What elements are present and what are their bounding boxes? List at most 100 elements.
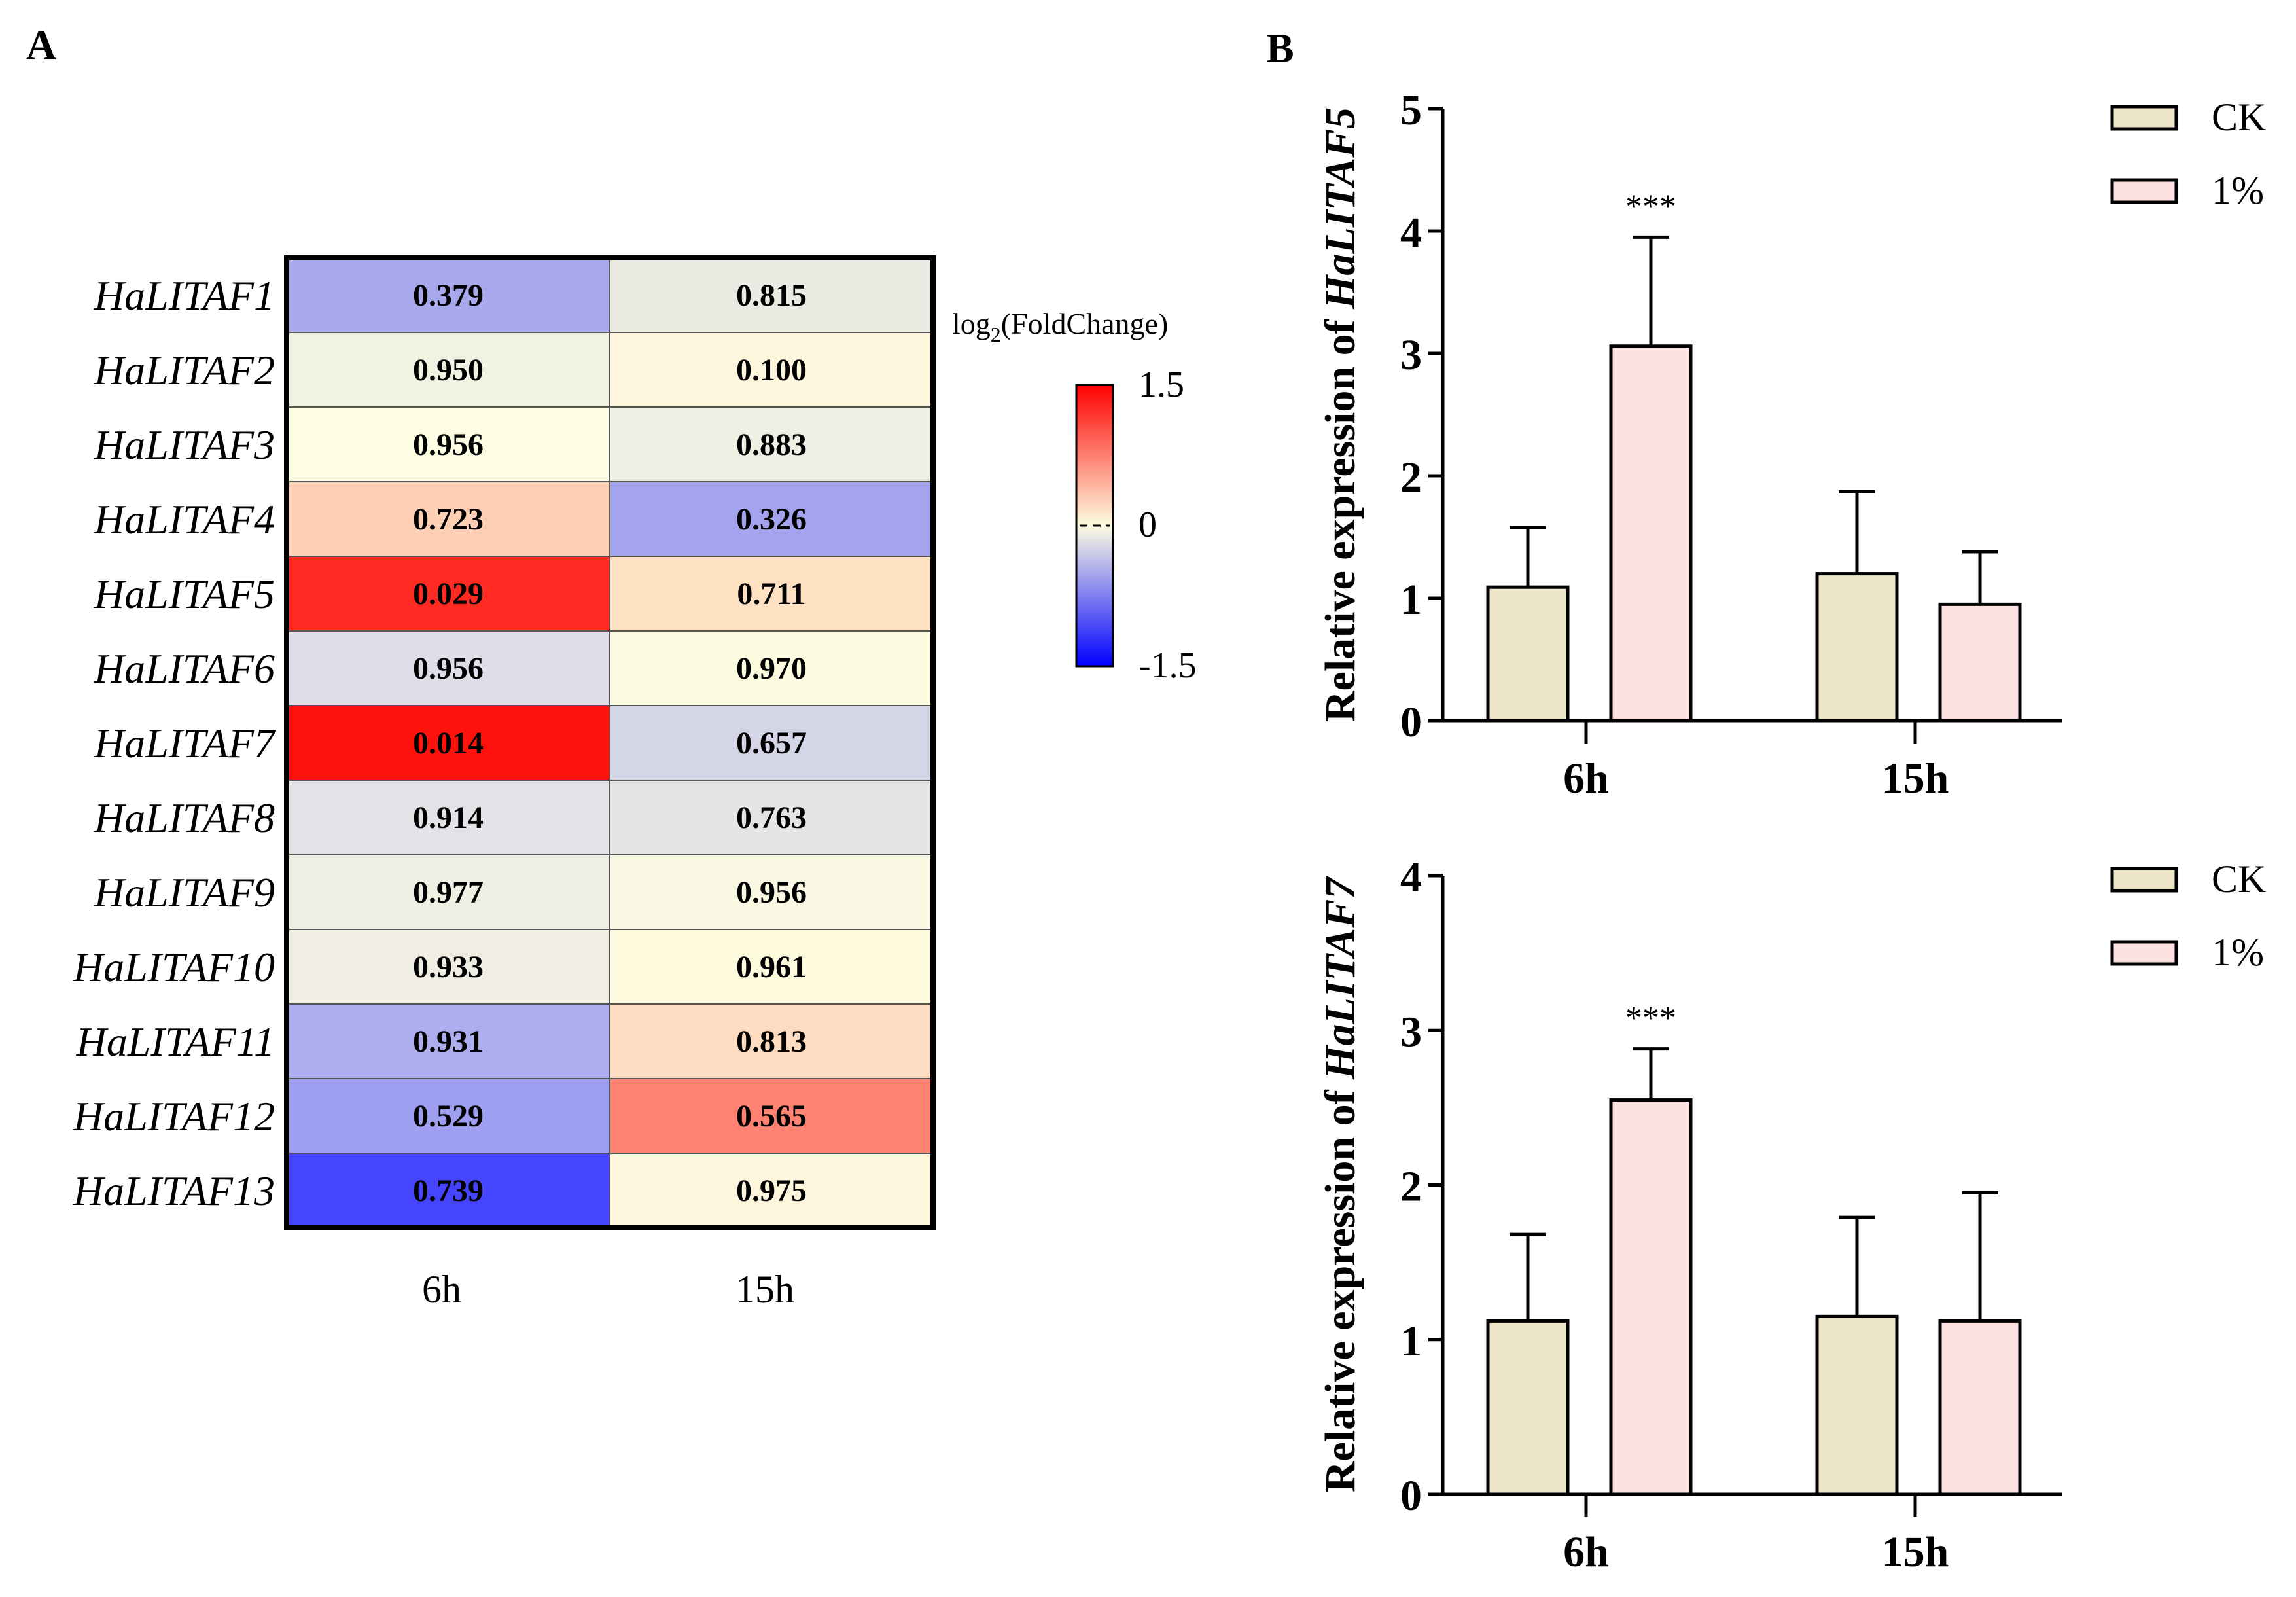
heatmap-border — [284, 255, 936, 1230]
colorbar-title-suffix: (FoldChange) — [1001, 307, 1169, 340]
colorbar-title: log2(FoldChange) — [952, 307, 1168, 346]
x-tick-label: 15h — [1882, 1528, 1949, 1576]
heatmap-cell — [286, 1003, 610, 1079]
cell-value: 0.529 — [413, 1099, 484, 1134]
heatmap-cell — [609, 257, 934, 333]
cell-value: 0.933 — [413, 950, 484, 984]
bar-ck — [1815, 572, 1899, 723]
cell-value: 0.711 — [737, 577, 805, 611]
cell-value: 0.723 — [413, 502, 484, 537]
y-tick-label: 2 — [1400, 454, 1422, 501]
heatmap-cell — [609, 556, 934, 632]
row-label: HaLITAF6 — [94, 645, 275, 692]
cell-value: 0.914 — [413, 800, 484, 835]
cell-value: 0.970 — [736, 651, 807, 686]
cell-value: 0.100 — [736, 353, 807, 387]
cell-value: 0.326 — [736, 502, 807, 537]
y-tick-label: 3 — [1400, 331, 1422, 379]
colorbar-tick-label: 0 — [1139, 505, 1157, 545]
bar-1pct — [1609, 1098, 1693, 1496]
cell-value: 0.961 — [736, 950, 807, 984]
y-axis-label: Relative expression of HaLITAF7 — [1316, 876, 1364, 1492]
cell-value: 0.956 — [413, 651, 484, 686]
colorbar-tick-label: -1.5 — [1139, 645, 1197, 686]
bar-chart-halitaf5: 0 1 2 3 4 5 6h *** 15h Relative expression of HaL… — [1316, 86, 2266, 802]
legend-label: 1% — [2212, 931, 2264, 974]
legend-swatch — [2110, 178, 2178, 204]
legend-swatch — [2110, 940, 2178, 966]
legend-label: 1% — [2212, 169, 2264, 212]
legend-swatch — [2110, 105, 2178, 131]
heatmap-cell — [609, 630, 934, 706]
heatmap-cell — [286, 929, 610, 1005]
heatmap-cell — [609, 854, 934, 930]
cell-value: 0.977 — [413, 875, 484, 910]
bar-ck — [1815, 1314, 1899, 1496]
cell-value: 0.975 — [736, 1174, 807, 1208]
heatmap-cell — [286, 1153, 610, 1229]
heatmap-cell — [286, 257, 610, 333]
heatmap-cell — [609, 481, 934, 557]
heatmap-cell — [286, 705, 610, 781]
heatmap-cell — [609, 1003, 934, 1079]
significance-label: *** — [1625, 188, 1676, 225]
bar-ck — [1486, 585, 1570, 723]
row-label: HaLITAF5 — [94, 571, 275, 617]
bar-chart-halitaf7: 0 1 2 3 4 6h *** 15h Relative expression of HaLI… — [1316, 853, 2266, 1576]
panel-label-a: A — [26, 22, 56, 68]
colorbar-title-prefix: log — [952, 307, 991, 340]
y-tick-label: 0 — [1400, 698, 1422, 746]
x-tick-label: 6h — [1563, 755, 1609, 802]
cell-value: 0.657 — [736, 726, 807, 761]
row-label: HaLITAF9 — [94, 869, 275, 916]
cell-value: 0.931 — [413, 1024, 484, 1059]
row-label: HaLITAF8 — [94, 795, 275, 841]
row-label: HaLITAF12 — [73, 1093, 275, 1139]
heatmap-cell — [286, 780, 610, 855]
y-axis-label-prefix: Relative expression of — [1316, 309, 1364, 722]
heatmap-cell — [609, 705, 934, 781]
cell-value: 0.739 — [413, 1174, 484, 1208]
y-tick-label: 0 — [1400, 1472, 1422, 1520]
heatmap: HaLITAF1 0.379 0.815 HaLITAF2 0.950 0.100 HaLI… — [73, 255, 1197, 1311]
x-tick-label: 6h — [1563, 1528, 1609, 1576]
row-label: HaLITAF2 — [94, 347, 275, 393]
heatmap-cell — [609, 332, 934, 408]
x-tick-label: 15h — [1882, 755, 1949, 802]
heatmap-cell — [286, 1078, 610, 1154]
y-tick-label: 5 — [1400, 86, 1422, 134]
significance-label: *** — [1625, 1000, 1676, 1037]
legend-label: CK — [2212, 96, 2266, 139]
column-label: 6h — [422, 1268, 461, 1311]
cell-value: 0.883 — [736, 427, 807, 462]
cell-value: 0.956 — [413, 427, 484, 462]
bar-1pct — [1938, 1319, 2022, 1496]
y-tick-label: 1 — [1400, 1318, 1422, 1365]
row-label: HaLITAF11 — [76, 1018, 275, 1065]
cell-value: 0.379 — [413, 278, 484, 313]
row-label: HaLITAF4 — [94, 496, 275, 543]
y-tick-label: 1 — [1400, 576, 1422, 624]
panel-label-b: B — [1266, 25, 1294, 71]
row-label: HaLITAF7 — [94, 720, 277, 766]
cell-value: 0.014 — [413, 726, 484, 761]
cell-value: 0.815 — [736, 278, 807, 313]
row-label: HaLITAF10 — [73, 944, 275, 990]
y-axis-label: Relative expression of HaLITAF5 — [1316, 107, 1364, 722]
heatmap-cell — [286, 406, 610, 482]
row-label: HaLITAF1 — [94, 272, 275, 319]
bar-ck — [1486, 1319, 1570, 1496]
heatmap-cell — [286, 854, 610, 930]
row-label: HaLITAF3 — [94, 422, 275, 468]
cell-value: 0.956 — [736, 875, 807, 910]
y-axis-label-gene: HaLITAF5 — [1316, 107, 1364, 310]
heatmap-cell — [609, 780, 934, 855]
y-tick-label: 4 — [1400, 853, 1422, 901]
row-label: HaLITAF13 — [73, 1168, 275, 1214]
bar-1pct — [1938, 602, 2022, 723]
y-tick-label: 4 — [1400, 209, 1422, 257]
heatmap-cell — [286, 332, 610, 408]
colorbar-title-sub: 2 — [991, 323, 1001, 346]
column-label: 15h — [735, 1268, 794, 1311]
